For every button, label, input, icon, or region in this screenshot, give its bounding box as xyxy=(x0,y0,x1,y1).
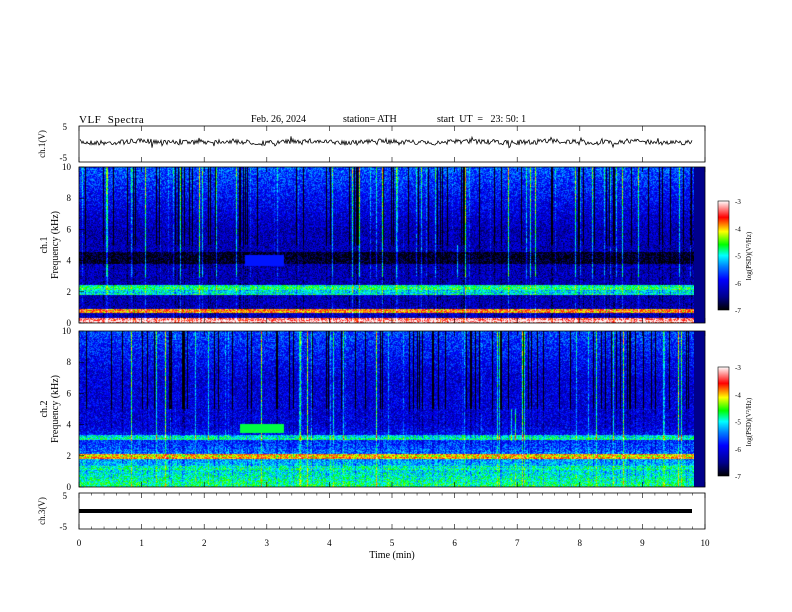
colorbar-tick-label: -6 xyxy=(735,280,741,288)
ch1-colorbar xyxy=(717,200,730,311)
ch1-frequency-label: Frequency (kHz) xyxy=(50,211,61,279)
frequency-tick-label: 6 xyxy=(67,224,72,234)
ch1-ytick-bottom: -5 xyxy=(60,153,68,163)
frequency-tick-label: 4 xyxy=(67,420,72,430)
frequency-tick-label: 10 xyxy=(62,162,72,172)
ch1-waveform-ylabel: ch.1(V) xyxy=(37,130,47,158)
ch2-frequency-label: Frequency (kHz) xyxy=(50,375,61,443)
ch3-ytick-bottom: -5 xyxy=(60,522,68,532)
colorbar-tick-label: -7 xyxy=(735,307,741,315)
colorbar-tick-label: -3 xyxy=(735,364,741,372)
colorbar-tick-label: -7 xyxy=(735,473,741,481)
x-tick-label: 8 xyxy=(578,538,583,548)
x-tick-label: 6 xyxy=(452,538,457,548)
frequency-tick-label: 0 xyxy=(67,318,72,328)
colorbar-tick-label: -4 xyxy=(735,225,741,233)
ch1-waveform-trace xyxy=(79,135,693,149)
x-tick-label: 10 xyxy=(701,538,711,548)
date-label: Feb. 26, 2024 xyxy=(251,114,306,125)
ch1-spectrogram-plot xyxy=(79,167,694,323)
x-tick-label: 5 xyxy=(390,538,395,548)
chart-title: VLF Spectra xyxy=(79,114,145,126)
colorbar-tick-label: -6 xyxy=(735,446,741,454)
colorbar-tick-label: -3 xyxy=(735,198,741,206)
colorbar-tick-label: -5 xyxy=(735,419,741,427)
frequency-tick-label: 8 xyxy=(67,357,72,367)
frequency-tick-label: 2 xyxy=(67,451,72,461)
ch1-waveform-frame xyxy=(78,125,706,163)
station-label: station= ATH xyxy=(343,114,397,125)
x-tick-label: 7 xyxy=(515,538,520,548)
x-tick-label: 1 xyxy=(139,538,144,548)
frequency-tick-label: 0 xyxy=(67,482,72,492)
frequency-tick-label: 10 xyxy=(62,326,72,336)
frequency-tick-label: 6 xyxy=(67,388,72,398)
x-tick-label: 9 xyxy=(640,538,645,548)
ch1-spectrogram-label: ch.1 xyxy=(39,237,50,254)
x-tick-label: 3 xyxy=(265,538,270,548)
frequency-tick-label: 8 xyxy=(67,193,72,203)
ch2-colorbar-label: log(PSD)(V²/Hz) xyxy=(745,397,753,446)
x-axis-label: Time (min) xyxy=(369,550,414,561)
ch1-colorbar-label: log(PSD)(V²/Hz) xyxy=(745,231,753,280)
ch3-ytick-top: 5 xyxy=(63,491,68,501)
ch3-waveform-ylabel: ch.3(V) xyxy=(37,497,47,525)
x-tick-label: 0 xyxy=(77,538,82,548)
ch2-colorbar xyxy=(717,366,730,477)
frequency-tick-label: 4 xyxy=(67,256,72,266)
start-time-label: start UT = 23: 50: 1 xyxy=(437,114,527,125)
colorbar-tick-label: -4 xyxy=(735,391,741,399)
frequency-tick-label: 2 xyxy=(67,287,72,297)
x-tick-label: 4 xyxy=(327,538,332,548)
colorbar-tick-label: -5 xyxy=(735,253,741,261)
x-tick-label: 2 xyxy=(202,538,207,548)
ch2-spectrogram-label: ch.2 xyxy=(39,401,50,418)
ch2-spectrogram-plot xyxy=(79,331,694,487)
ch1-ytick-top: 5 xyxy=(63,122,68,132)
